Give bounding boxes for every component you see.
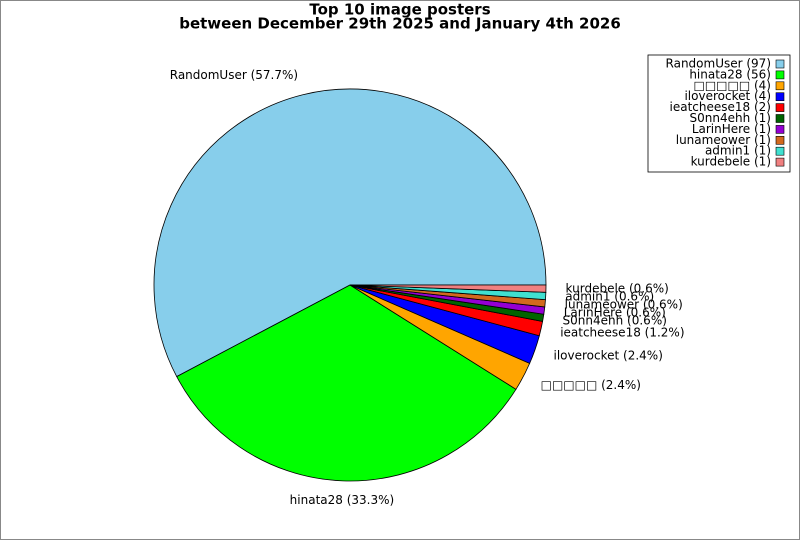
legend-swatch xyxy=(775,136,785,145)
legend-box xyxy=(647,54,791,173)
slice-label: RandomUser (57.7%) xyxy=(170,68,298,82)
legend-swatch xyxy=(775,114,785,123)
legend-label: iloverocket (4) xyxy=(684,89,771,103)
legend-swatch xyxy=(775,70,785,80)
slice-label: lunameower (0.6%) xyxy=(565,298,683,312)
legend-label: S0nn4ehh (1) xyxy=(689,111,771,125)
legend-label: admin1 (1) xyxy=(705,144,771,158)
slice-label: iloverocket (2.4%) xyxy=(554,349,663,363)
slice-label: kurdebele (0.6%) xyxy=(566,282,669,296)
legend-label: kurdebele (1) xyxy=(691,155,771,169)
slice-label: □□□□□ (2.4%) xyxy=(541,378,641,392)
legend-label: RandomUser (97) xyxy=(666,57,771,71)
legend-label: ieatcheese18 (2) xyxy=(670,100,771,114)
chart-subtitle: between December 29th 2025 and January 4… xyxy=(179,15,621,33)
slice-label: ieatcheese18 (1.2%) xyxy=(560,325,684,339)
pie-slice xyxy=(153,88,547,378)
legend-label: lunameower (1) xyxy=(676,133,771,147)
slice-label: LarinHere (0.6%) xyxy=(564,306,666,320)
legend-swatch xyxy=(775,125,785,134)
pie-slice xyxy=(176,284,517,482)
legend-swatch xyxy=(775,103,785,112)
slice-label: admin1 (0.6%) xyxy=(565,290,654,304)
legend-label: LarinHere (1) xyxy=(692,122,771,136)
legend-swatch xyxy=(775,81,785,91)
legend-swatch xyxy=(775,59,785,69)
chart-title: Top 10 image posters xyxy=(309,1,490,19)
legend-swatch xyxy=(775,157,785,167)
legend-swatch xyxy=(775,146,785,156)
legend-swatch xyxy=(775,92,785,101)
legend-label: □□□□□ (4) xyxy=(693,78,771,92)
legend: RandomUser (97)hinata28 (56)□□□□□ (4)ilo… xyxy=(647,54,791,173)
slice-label: hinata28 (33.3%) xyxy=(290,493,395,507)
slice-label: S0nn4ehh (0.6%) xyxy=(563,314,667,328)
pie-slice xyxy=(349,284,547,293)
legend-label: hinata28 (56) xyxy=(689,67,771,81)
